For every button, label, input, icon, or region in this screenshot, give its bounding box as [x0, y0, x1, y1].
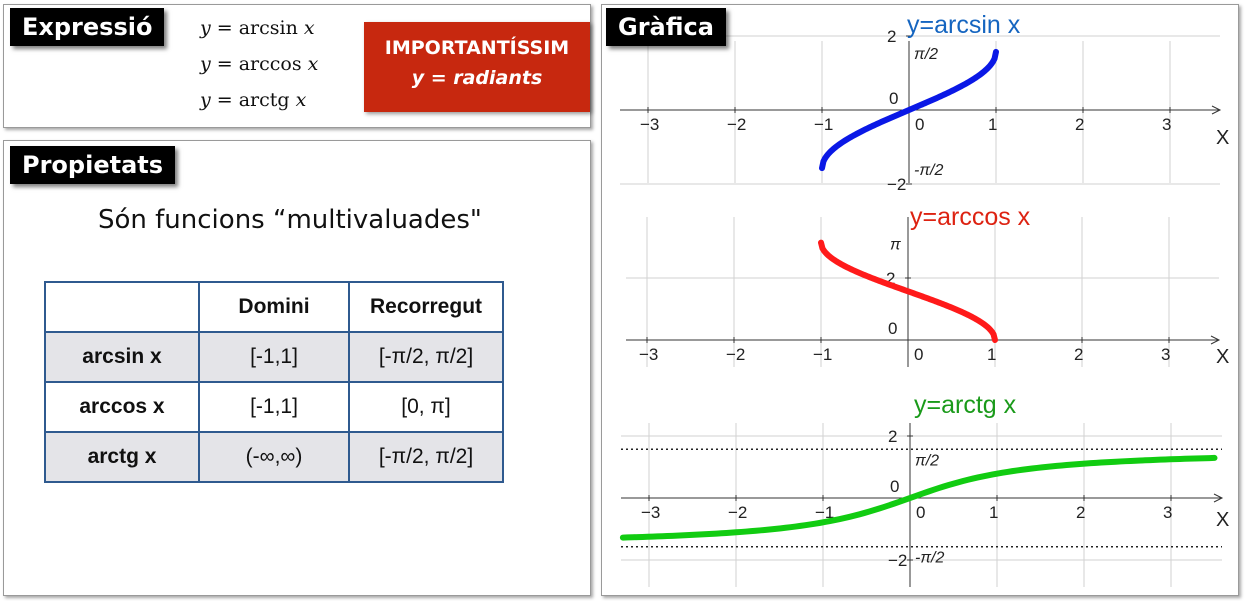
properties-table: Domini Recorregut arcsin x [-1,1] [-π/2,…: [44, 281, 504, 483]
x-tick-label: 3: [1163, 503, 1172, 522]
table-row: arccos x [-1,1] [0, π]: [44, 381, 504, 433]
x-axis-arrow: [1211, 105, 1222, 115]
chart-title: y=arccos x: [910, 203, 1031, 231]
grafica-panel: −3 −2 −1 0 1 2 3 X 2 −2 0 π/2 -π/2 y=arcsin x −3 −2 −1 0 1…: [601, 4, 1239, 596]
origin-label: 0: [890, 477, 899, 496]
curve-arccos: [818, 239, 998, 343]
x-tick-label: −2: [726, 345, 745, 364]
x-tick-label: 1: [989, 503, 998, 522]
row-domain: [-1,1]: [198, 331, 350, 383]
x-axis-arrow: [1213, 493, 1224, 503]
row-range: [-π/2, π/2]: [348, 431, 504, 483]
origin-label: 0: [888, 319, 897, 338]
pi-half-label: π/2: [914, 46, 938, 63]
x-tick-label: 0: [916, 503, 925, 522]
propietats-panel: Són funcions “multivaluades" Domini Reco…: [3, 140, 591, 596]
x-tick-label: −2: [727, 115, 746, 134]
neg-pi-half-label: -π/2: [915, 550, 944, 567]
formula-arcsin: y = arcsin x: [200, 17, 315, 39]
header-recorregut: Recorregut: [348, 281, 504, 333]
x-tick-label: −1: [815, 503, 834, 522]
table-row: arctg x (-∞,∞) [-π/2, π/2]: [44, 431, 504, 483]
curve-arcsin: [819, 48, 999, 172]
origin-label: 0: [889, 89, 898, 108]
x-tick-label: 3: [1162, 115, 1171, 134]
row-function: arccos x: [44, 381, 200, 433]
row-range: [0, π]: [348, 381, 504, 433]
header-domini: Domini: [198, 281, 350, 333]
x-tick-label: 1: [987, 345, 996, 364]
multivalued-subtitle: Són funcions “multivaluades": [98, 205, 482, 235]
pi-half-label: π/2: [915, 452, 939, 469]
x-axis-label: X: [1216, 346, 1229, 368]
header-empty: [44, 281, 200, 333]
x-tick-label: 0: [915, 115, 924, 134]
x-axis-label: X: [1216, 127, 1229, 149]
y-tick-label: 2: [886, 269, 895, 288]
neg-pi-half-label: -π/2: [914, 162, 943, 179]
y-tick-label: −2: [888, 551, 907, 570]
alert-line-2: y = radiants: [411, 67, 543, 89]
expressio-panel: y = arcsin x y = arccos x y = arctg x IM…: [3, 4, 591, 128]
chart-title: y=arcsin x: [907, 11, 1021, 39]
x-tick-label: 1: [988, 115, 997, 134]
y-tick-label: 2: [887, 27, 896, 46]
row-function: arctg x: [44, 431, 200, 483]
row-domain: [-1,1]: [198, 381, 350, 433]
formula-arctg: y = arctg x: [200, 89, 307, 111]
table-header-row: Domini Recorregut: [44, 281, 504, 333]
row-domain: (-∞,∞): [198, 431, 350, 483]
x-tick-label: 2: [1074, 345, 1083, 364]
x-tick-label: −1: [814, 115, 833, 134]
x-tick-label: −1: [813, 345, 832, 364]
y-tick-label: 2: [888, 427, 897, 446]
chart-title: y=arctg x: [914, 391, 1017, 419]
tag-propietats: Propietats: [10, 146, 176, 184]
x-tick-label: 0: [914, 345, 923, 364]
y-tick-label: −2: [887, 175, 906, 194]
x-axis-label: X: [1216, 509, 1229, 531]
pi-label: π: [890, 237, 901, 254]
x-tick-label: −3: [641, 503, 660, 522]
graphs-svg: −3 −2 −1 0 1 2 3 X 2 −2 0 π/2 -π/2 y=arcsin x −3 −2 −1 0 1…: [619, 11, 1229, 587]
tag-grafica: Gràfica: [606, 8, 726, 46]
row-function: arcsin x: [44, 331, 200, 383]
x-axis-arrow: [1210, 335, 1221, 345]
row-range: [-π/2, π/2]: [348, 331, 504, 383]
x-tick-label: −2: [728, 503, 747, 522]
x-tick-label: −3: [639, 345, 658, 364]
alert-box: IMPORTANTÍSSIM y = radiants: [364, 22, 590, 112]
formula-arccos: y = arccos x: [200, 53, 319, 75]
curve-arctg: [619, 454, 1218, 541]
x-tick-label: 2: [1075, 115, 1084, 134]
table-row: arcsin x [-1,1] [-π/2, π/2]: [44, 331, 504, 383]
x-tick-label: −3: [640, 115, 659, 134]
tag-expressio: Expressió: [10, 8, 165, 46]
alert-line-1: IMPORTANTÍSSIM: [384, 37, 570, 59]
x-tick-label: 2: [1076, 503, 1085, 522]
x-tick-label: 3: [1161, 345, 1170, 364]
